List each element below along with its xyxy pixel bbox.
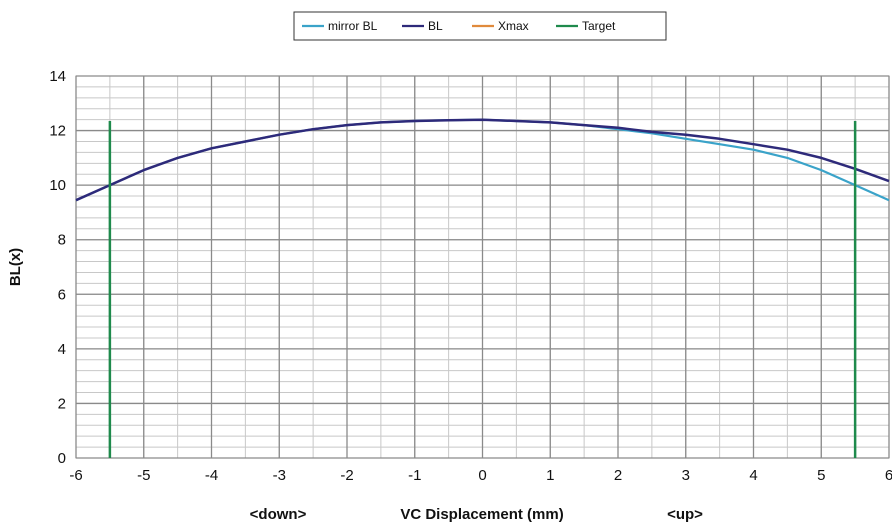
- major-gridlines: [75, 75, 890, 459]
- y-tick-label: 6: [58, 286, 66, 303]
- x-tick-label: -5: [137, 467, 150, 484]
- y-tick-label: 14: [49, 68, 66, 85]
- x-axis-title: VC Displacement (mm): [400, 506, 563, 523]
- legend-item-label: Target: [582, 19, 616, 33]
- x-axis-up-note: <up>: [667, 506, 703, 523]
- series-layer: [75, 118, 890, 458]
- y-tick-label: 4: [58, 341, 66, 358]
- x-tick-label: -3: [273, 467, 286, 484]
- x-tick-label: -4: [205, 467, 218, 484]
- series-line-bl: [75, 118, 890, 202]
- x-tick-label: 0: [478, 467, 486, 484]
- y-tick-label: 0: [58, 450, 66, 467]
- legend-item-label: BL: [428, 19, 443, 33]
- y-tick-label: 12: [49, 123, 66, 140]
- x-tick-label: 2: [614, 467, 622, 484]
- x-tick-labels: -6 -5 -4 -3 -2 -1 0 1 2 3 4 5 6: [69, 467, 892, 484]
- legend-item-label: Xmax: [498, 19, 529, 33]
- legend-item-label: mirror BL: [328, 19, 378, 33]
- x-tick-label: -6: [69, 467, 82, 484]
- x-tick-label: 4: [749, 467, 757, 484]
- y-tick-label: 2: [58, 395, 66, 412]
- x-tick-label: -2: [340, 467, 353, 484]
- x-tick-label: 3: [682, 467, 690, 484]
- legend: mirror BL BL Xmax Target: [293, 11, 667, 41]
- x-tick-label: 6: [885, 467, 892, 484]
- x-tick-label: -1: [408, 467, 421, 484]
- y-tick-labels: 0 2 4 6 8 10 12 14: [49, 68, 66, 467]
- x-tick-label: 5: [817, 467, 825, 484]
- x-tick-label: 1: [546, 467, 554, 484]
- y-axis-title: BL(x): [7, 248, 24, 286]
- x-axis-down-note: <down>: [250, 506, 307, 523]
- y-tick-label: 8: [58, 232, 66, 249]
- y-tick-label: 10: [49, 177, 66, 194]
